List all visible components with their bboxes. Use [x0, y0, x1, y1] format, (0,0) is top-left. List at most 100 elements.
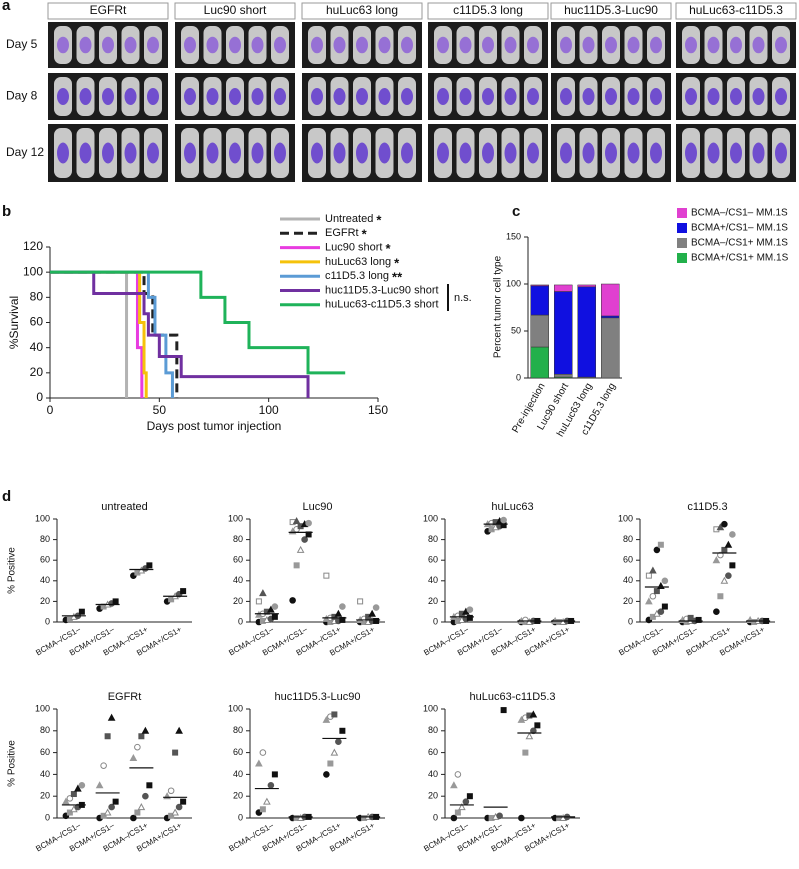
y-tick-label: 40 — [428, 769, 438, 779]
data-point — [458, 803, 466, 811]
column-header: EGFRt — [90, 3, 127, 17]
signal — [356, 36, 368, 54]
y-axis-label: Percent tumor cell type — [493, 255, 504, 358]
signal — [206, 36, 219, 54]
data-point — [645, 572, 652, 579]
signal — [582, 142, 595, 164]
chart-title: c11D5.3 — [687, 501, 727, 513]
y-tick-label: 20 — [40, 596, 50, 606]
y-tick-label: 100 — [23, 264, 43, 278]
y-tick-label: 60 — [233, 747, 243, 757]
y-tick-label: 20 — [30, 365, 44, 379]
y-tick-label: 100 — [228, 513, 243, 523]
data-point — [168, 812, 175, 819]
data-point — [104, 733, 111, 740]
data-point — [450, 814, 458, 822]
signal — [147, 142, 159, 164]
data-point — [653, 546, 661, 554]
data-point — [175, 803, 183, 811]
annotation: n.s. — [454, 292, 472, 304]
data-point — [687, 614, 694, 621]
y-tick-label: 40 — [233, 575, 243, 585]
data-point — [331, 711, 338, 718]
signal — [527, 142, 539, 164]
bar-segment — [601, 283, 620, 317]
y-tick-label: 80 — [40, 534, 50, 544]
y-tick-label: 60 — [428, 555, 438, 565]
y-tick-label: 40 — [623, 575, 633, 585]
column-header: c11D5.3 long — [453, 3, 523, 17]
data-point — [529, 710, 538, 718]
data-point — [305, 519, 312, 527]
data-point — [267, 605, 275, 613]
signal — [102, 142, 114, 164]
bar-segment — [530, 346, 549, 379]
data-point — [721, 520, 728, 528]
data-point — [339, 603, 346, 610]
signal — [775, 142, 787, 164]
data-point — [357, 598, 364, 605]
signal — [274, 142, 286, 164]
signal — [482, 88, 494, 105]
data-point — [142, 792, 149, 800]
signal — [251, 36, 264, 54]
data-point — [724, 540, 733, 548]
signal — [627, 142, 640, 164]
data-point — [496, 812, 503, 820]
y-tick-label: 40 — [30, 340, 44, 354]
signal — [752, 88, 765, 105]
data-point — [530, 727, 537, 735]
data-point — [137, 803, 146, 811]
data-point — [645, 597, 653, 605]
y-tick-label: 60 — [233, 555, 243, 565]
bar-segment — [577, 284, 596, 288]
data-point — [180, 798, 187, 805]
data-point — [649, 613, 656, 620]
data-point — [717, 593, 724, 600]
legend-label: Untreated — [325, 213, 373, 225]
data-point — [171, 808, 179, 816]
signal — [311, 142, 323, 164]
signal — [57, 88, 69, 105]
data-point — [462, 798, 470, 805]
signal — [124, 142, 137, 164]
y-tick-label: 60 — [30, 315, 44, 329]
bar-segment — [530, 314, 549, 348]
signal — [401, 142, 413, 164]
signal — [605, 36, 617, 54]
signal — [184, 88, 196, 105]
data-point — [141, 726, 150, 734]
data-point — [255, 759, 263, 767]
y-tick-label: 100 — [618, 513, 633, 523]
data-point — [271, 613, 278, 620]
signal — [333, 142, 346, 164]
bar-segment — [530, 284, 549, 287]
data-point — [466, 606, 474, 613]
header-box — [550, 2, 672, 20]
panel-label: c — [512, 203, 520, 220]
data-point — [100, 812, 107, 819]
y-tick-label: 80 — [30, 290, 44, 304]
data-point — [323, 771, 330, 778]
signal — [401, 36, 413, 54]
legend-swatch — [677, 223, 687, 233]
signal — [147, 36, 159, 54]
x-tick-label: 100 — [259, 403, 279, 417]
row-label: Day 12 — [6, 145, 44, 159]
data-point — [729, 562, 736, 569]
legend-swatch — [677, 253, 687, 263]
data-point — [167, 787, 175, 795]
column-header: huLuc63 long — [326, 3, 398, 17]
data-point — [259, 806, 266, 813]
signal — [333, 88, 346, 105]
y-tick-label: 100 — [506, 278, 521, 288]
signal — [356, 88, 368, 105]
panel-label: b — [2, 203, 11, 220]
data-point — [271, 771, 278, 778]
signal — [274, 88, 286, 105]
data-point — [107, 713, 116, 721]
y-tick-label: 100 — [35, 703, 50, 713]
signal — [527, 36, 539, 54]
data-point — [649, 592, 657, 600]
